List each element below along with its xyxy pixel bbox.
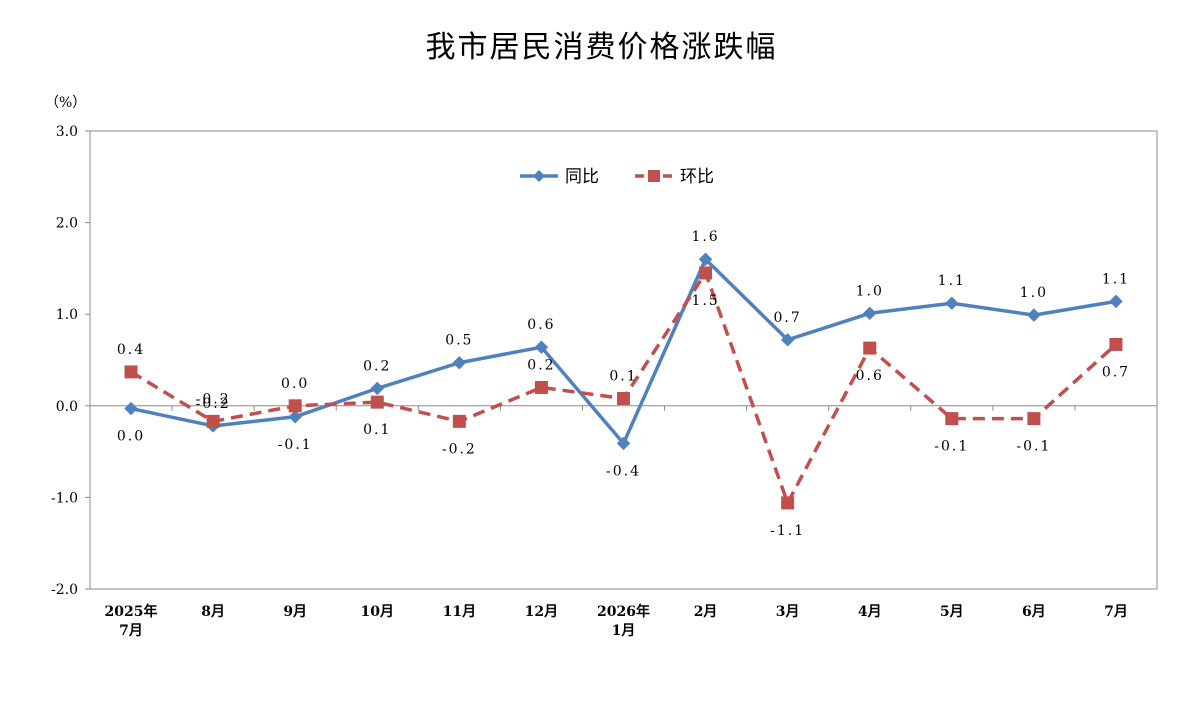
x-category-label: 3月 [776,604,800,620]
y-tick-label: -1.0 [51,490,78,506]
y-tick-label: 1.0 [56,307,78,323]
data-point-marker [288,399,302,413]
legend-marker [533,170,545,182]
x-category-label: 12月 [525,604,558,620]
data-label: 0.7 [1102,364,1130,380]
data-point-marker [699,266,713,280]
data-label: 0.6 [856,368,884,384]
data-label: 0.7 [774,310,802,326]
data-label: 0.1 [363,422,391,438]
x-category-label: 8月 [201,604,225,620]
data-point-marker [780,333,795,347]
data-point-marker [452,356,467,370]
data-label: -0.2 [196,396,231,412]
data-label: -0.4 [606,463,641,479]
data-label: 0.0 [281,376,309,392]
data-label: -0.1 [1016,439,1051,455]
data-label: 1.0 [1020,285,1048,301]
x-category-label: 2月 [694,604,718,620]
data-point-marker [288,410,302,424]
data-label: 1.1 [1102,271,1130,287]
data-point-marker [616,436,631,451]
data-point-marker [863,341,877,355]
y-tick-label: 3.0 [56,124,78,140]
data-label: 1.1 [938,273,966,289]
data-label: 0.4 [117,342,145,358]
x-category-label: 9月 [283,604,307,620]
data-label: -1.1 [770,523,805,539]
x-category-label: 7月 [1104,604,1128,620]
data-label: -0.1 [934,439,969,455]
data-point-marker [945,412,959,426]
legend-label: 环比 [680,167,714,187]
chart-title: 我市居民消费价格涨跌幅 [425,30,778,65]
data-point-marker [1109,294,1123,309]
data-label: -0.1 [278,437,313,453]
legend-label: 同比 [565,167,599,187]
x-category-label: 6月 [1022,604,1046,620]
data-point-marker [124,365,138,379]
legend: 同比 环比 [520,167,714,187]
series-yoy: 0.0 -0.2 -0.1 0.2 0.5 0.6 -0.4 1.6 0.7 1.0 1.1 1.0 1… [117,229,1130,479]
data-label: 1.5 [691,293,719,309]
data-label: 0.5 [445,333,473,349]
series-mom: 0.4 -0.2 0.0 0.1 -0.2 0.2 0.1 1.5 -1.1 0.6 -0.1 -0.… [117,266,1130,539]
x-category-label: 2025年 [105,603,158,620]
data-point-marker [781,496,795,510]
data-label: -0.2 [442,441,477,457]
data-label: 0.2 [527,357,555,373]
x-category-label: 1月 [612,623,636,639]
data-point-marker [863,306,877,320]
data-point-marker [534,380,548,394]
y-tick-label: 0.0 [56,399,78,415]
data-label: 0.0 [117,429,145,445]
data-point-marker [617,391,630,405]
data-point-marker [124,401,138,416]
data-point-marker [945,296,959,310]
data-label: 0.6 [527,317,555,333]
x-category-label: 2026年 [597,603,650,620]
y-tick-label: 2.0 [56,216,78,232]
data-point-marker [698,252,713,266]
data-point-marker [452,414,466,428]
data-label: 1.6 [691,229,719,245]
data-label: 1.0 [856,283,884,299]
data-point-marker [1027,308,1041,322]
plot-area [89,130,1158,590]
data-point-marker [1027,412,1041,426]
y-axis-unit-label: （%） [45,95,87,111]
data-point-marker [370,395,384,409]
data-point-marker [370,381,384,396]
data-label: 0.1 [609,368,637,384]
x-category-label: 10月 [361,604,394,620]
data-point-marker [206,414,220,428]
data-label: 0.2 [363,358,391,374]
legend-marker [648,170,660,182]
x-category-label: 4月 [858,604,882,620]
data-label: -0.2 [196,391,231,407]
data-point-marker [534,340,549,354]
series-line [130,257,1117,446]
x-category-label: 11月 [443,604,476,620]
x-category-label: 7月 [119,623,143,639]
data-point-marker [1109,337,1123,351]
y-tick-label: -2.0 [51,582,78,598]
x-category-label: 5月 [940,604,964,620]
